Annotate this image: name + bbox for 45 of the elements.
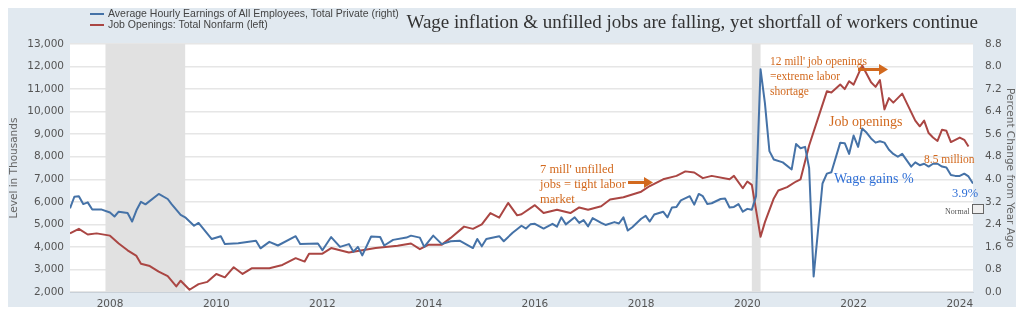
y-tick-label: 5,000 (33, 217, 64, 230)
x-tick-label: 2010 (202, 297, 230, 310)
y-tick-label: 13,000 (27, 36, 64, 49)
y-tick-label: 2,000 (33, 284, 64, 297)
x-tick-label: 2018 (627, 297, 655, 310)
y-tick-label: 4,000 (33, 239, 64, 252)
y-tick-label: 8,000 (33, 149, 64, 162)
y2-tick-label: 2.4 (985, 217, 1003, 230)
y2-tick-label: 7.2 (985, 81, 1002, 94)
y-tick-label: 11,000 (27, 81, 64, 94)
x-tick-label: 2016 (521, 297, 549, 310)
x-tick-label: 2012 (309, 297, 336, 310)
y2-tick-label: 8.0 (985, 59, 1002, 72)
annotation: 3.9% (952, 186, 979, 201)
annotation: Job openings (829, 114, 903, 130)
y2-tick-label: 5.6 (985, 126, 1003, 139)
y2-tick-label: 0.0 (985, 284, 1002, 297)
chart-title: Wage inflation & unfilled jobs are falling, yet shortfall of workers continue (406, 11, 978, 33)
annotation: Normal (945, 207, 970, 216)
x-tick-label: 2022 (840, 297, 867, 310)
y-tick-label: 6,000 (33, 194, 64, 207)
x-tick-label: 2024 (946, 297, 974, 310)
y2-tick-label: 4.0 (985, 172, 1002, 185)
y2-tick-label: 1.6 (985, 239, 1003, 252)
x-tick-label: 2020 (733, 297, 761, 310)
y2-tick-label: 3.2 (985, 194, 1002, 207)
annotation: 12 mill' job openings =extreme labor shortage (770, 54, 868, 99)
legend-label: Average Hourly Earnings of All Employees, Total Private (right) (108, 7, 399, 19)
y-tick-label: 10,000 (27, 104, 64, 117)
y-axis-title: Level in Thousands (7, 117, 20, 219)
y-tick-label: 3,000 (33, 262, 64, 275)
annotation: 8.5 million (924, 153, 975, 165)
annotation: 7 mill' unfilled jobs = tight labor market (540, 162, 627, 207)
y-tick-label: 12,000 (27, 59, 64, 72)
x-tick-label: 2014 (415, 297, 443, 310)
x-tick-label: 2008 (96, 297, 124, 310)
legend-label: Job Openings: Total Nonfarm (left) (108, 18, 268, 30)
y-tick-label: 9,000 (33, 126, 64, 139)
y2-tick-label: 8.8 (985, 36, 1002, 49)
y2-axis-title: Percent Change from Year Ago (1004, 88, 1017, 248)
y2-tick-label: 6.4 (985, 104, 1003, 117)
y2-tick-label: 0.8 (985, 262, 1002, 275)
annotation: Wage gains % (834, 171, 914, 187)
y2-tick-label: 4.8 (985, 149, 1002, 162)
y-tick-label: 7,000 (33, 172, 64, 185)
